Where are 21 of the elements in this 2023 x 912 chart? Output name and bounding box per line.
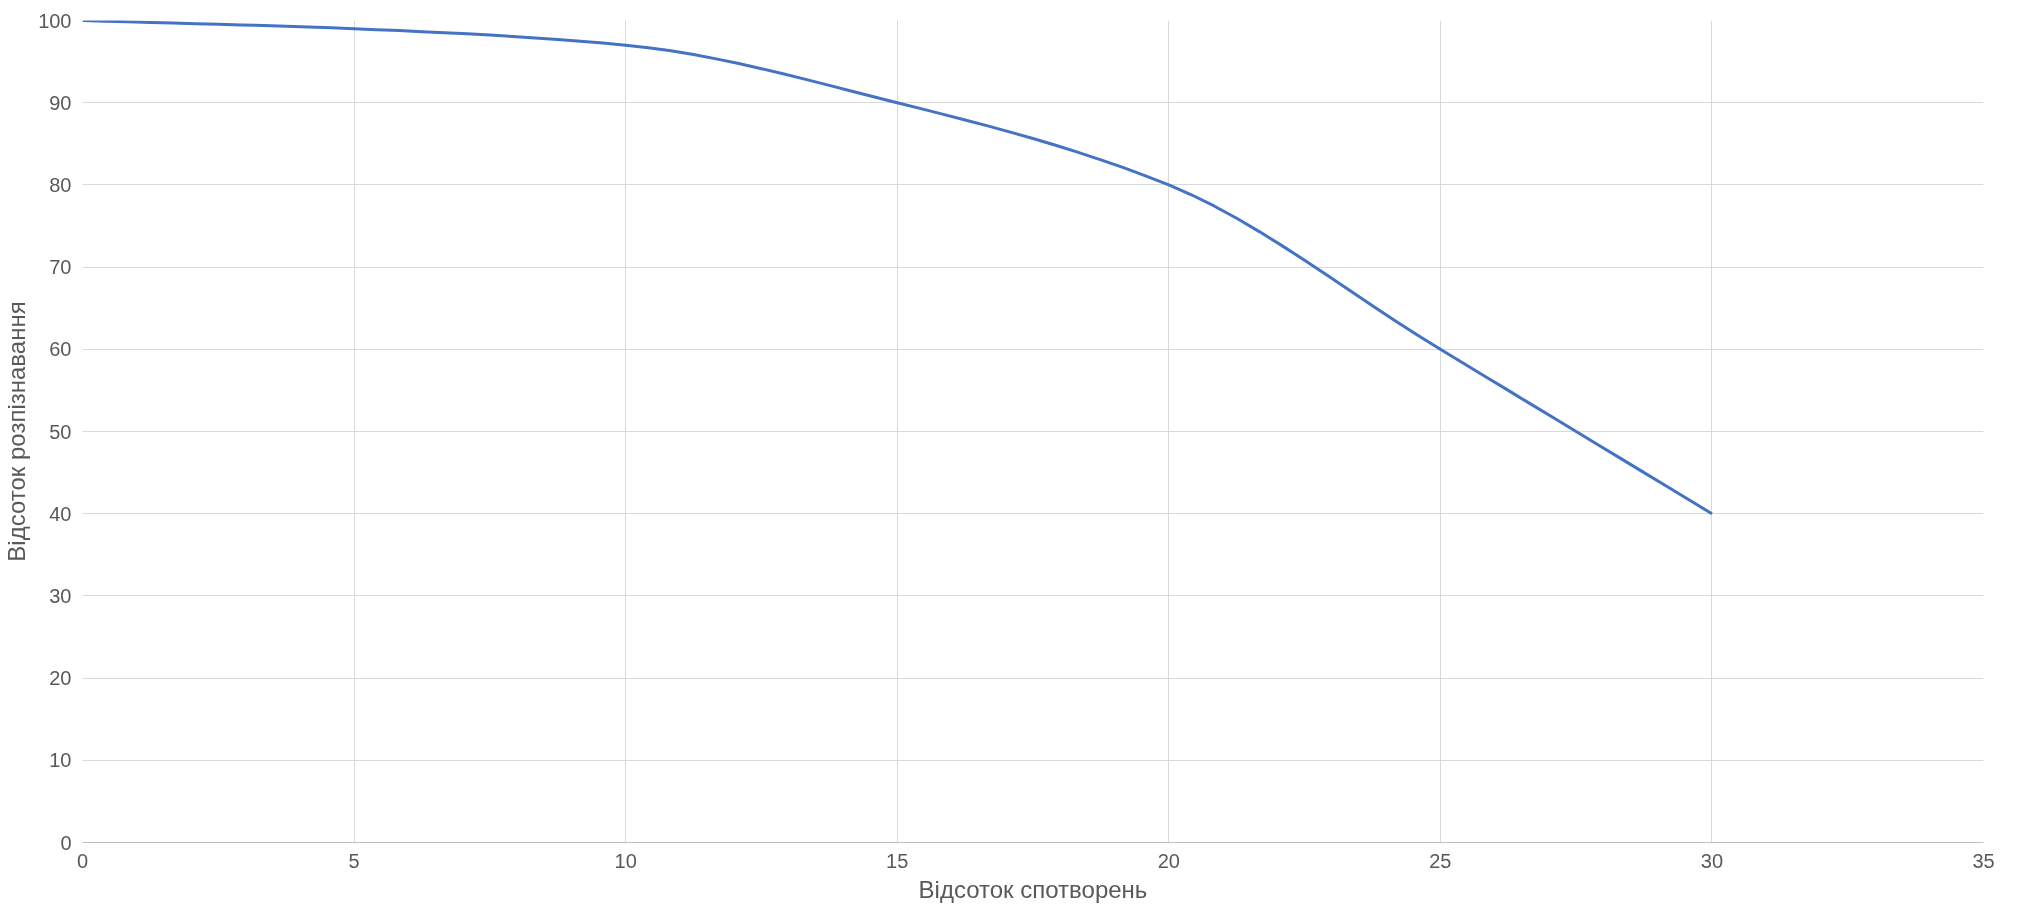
x-axis-title: Відсоток спотворень: [918, 875, 1148, 903]
x-tick-label: 20: [1157, 849, 1180, 872]
y-tick-label: 30: [49, 584, 72, 607]
y-tick-label: 100: [38, 9, 72, 32]
y-tick-label: 20: [49, 667, 72, 690]
y-tick-label: 80: [49, 173, 72, 196]
x-tick-label: 25: [1429, 849, 1452, 872]
x-tick-label: 5: [348, 849, 360, 872]
x-tick-label: 15: [886, 849, 909, 872]
y-tick-label: 10: [49, 749, 72, 772]
y-tick-label: 90: [49, 91, 72, 114]
x-tick-label: 0: [76, 849, 89, 872]
y-tick-label: 40: [49, 502, 72, 525]
y-axis-title: Відсоток розпізнавання: [3, 301, 31, 562]
y-tick-label: 60: [49, 338, 72, 361]
x-tick-label: 10: [614, 849, 637, 872]
y-tick-label: 70: [49, 256, 72, 279]
x-tick-label: 35: [1972, 849, 1995, 872]
x-tick-label: 30: [1700, 849, 1724, 872]
y-tick-label: 0: [60, 831, 72, 854]
y-tick-label: 50: [49, 420, 72, 443]
